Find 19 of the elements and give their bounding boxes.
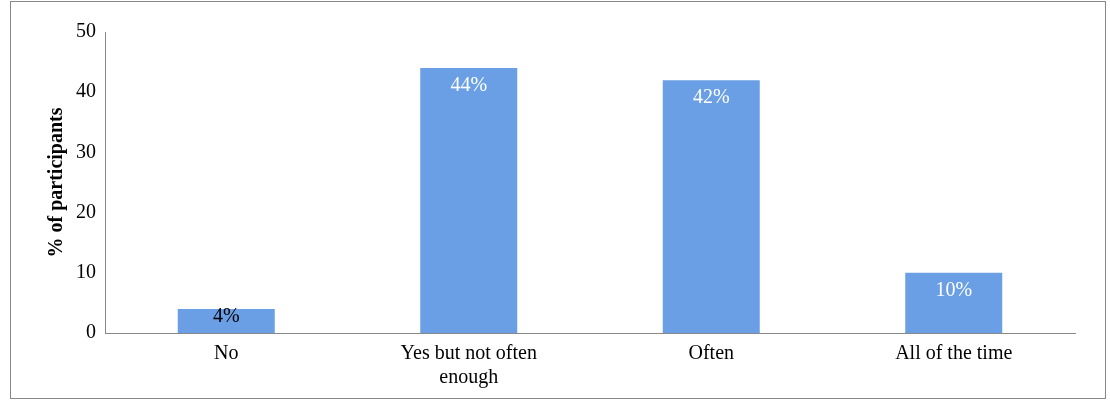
x-tick-label: Often	[688, 341, 735, 364]
data-label: 10%	[935, 278, 973, 301]
data-label: 4%	[212, 304, 240, 327]
y-axis-title: % of participants	[44, 107, 68, 258]
x-tick-label: All of the time	[895, 341, 1013, 364]
data-label: 44%	[450, 73, 488, 96]
y-tick-label: 0	[86, 320, 96, 343]
bar	[420, 68, 518, 333]
y-tick-label: 10	[76, 260, 96, 283]
y-tick-label: 50	[76, 19, 96, 42]
x-tick-label: No	[214, 341, 239, 364]
bar	[905, 272, 1003, 333]
x-tick-label: Yes but not often enough	[400, 341, 537, 389]
bar	[177, 308, 275, 333]
y-tick-label: 20	[76, 199, 96, 222]
data-label: 42%	[692, 85, 730, 108]
y-tick-label: 40	[76, 79, 96, 102]
y-tick-label: 30	[76, 139, 96, 162]
bar	[662, 80, 760, 333]
